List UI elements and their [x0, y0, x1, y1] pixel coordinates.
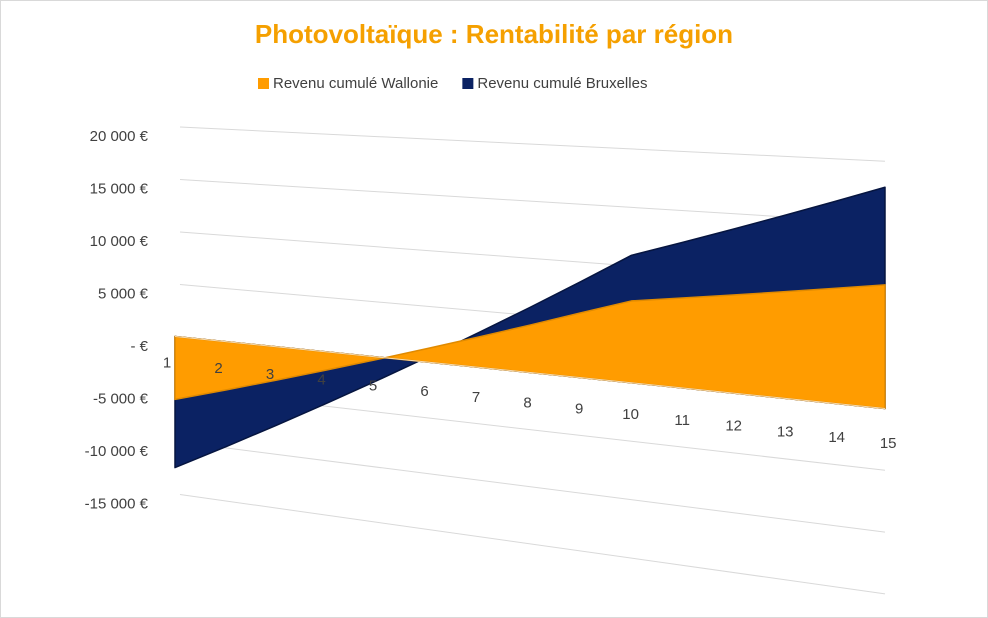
x-tick-label: 10 — [622, 406, 639, 423]
x-tick-label: 12 — [725, 418, 742, 435]
y-tick-label: 15 000 € — [90, 180, 149, 197]
x-tick-label: 1 — [163, 354, 171, 371]
y-tick-label: 10 000 € — [90, 233, 149, 250]
x-tick-label: 8 — [523, 395, 531, 412]
legend-label: Revenu cumulé Bruxelles — [477, 75, 647, 92]
x-tick-label: 4 — [317, 372, 325, 389]
y-tick-label: -5 000 € — [93, 390, 149, 407]
grid-line — [179, 179, 886, 224]
x-tick-label: 9 — [575, 400, 583, 417]
y-tick-label: - € — [130, 338, 148, 355]
legend-label: Revenu cumulé Wallonie — [273, 75, 438, 92]
x-tick-label: 11 — [674, 412, 690, 429]
grid-line — [179, 441, 886, 533]
grid-line — [179, 494, 886, 595]
y-tick-label: -10 000 € — [85, 443, 149, 460]
x-tick-label: 7 — [472, 389, 480, 406]
y-tick-label: 20 000 € — [90, 128, 149, 145]
chart-title: Photovoltaïque : Rentabilité par région — [255, 19, 733, 49]
x-tick-label: 3 — [266, 366, 274, 383]
y-tick-label: 5 000 € — [98, 285, 149, 302]
legend-swatch — [258, 78, 269, 89]
x-tick-label: 5 — [369, 377, 377, 394]
x-tick-label: 2 — [214, 360, 222, 377]
legend-swatch — [462, 78, 474, 89]
x-tick-label: 15 — [880, 435, 897, 452]
y-tick-label: -15 000 € — [85, 495, 149, 512]
x-tick-label: 14 — [828, 429, 845, 446]
grid-line — [179, 126, 886, 162]
zero-line — [174, 335, 886, 409]
x-tick-label: 13 — [777, 423, 794, 440]
legend: Revenu cumulé Wallonie Revenu cumulé Brux… — [258, 75, 647, 92]
x-tick-label: 6 — [420, 383, 428, 400]
area — [174, 284, 886, 410]
